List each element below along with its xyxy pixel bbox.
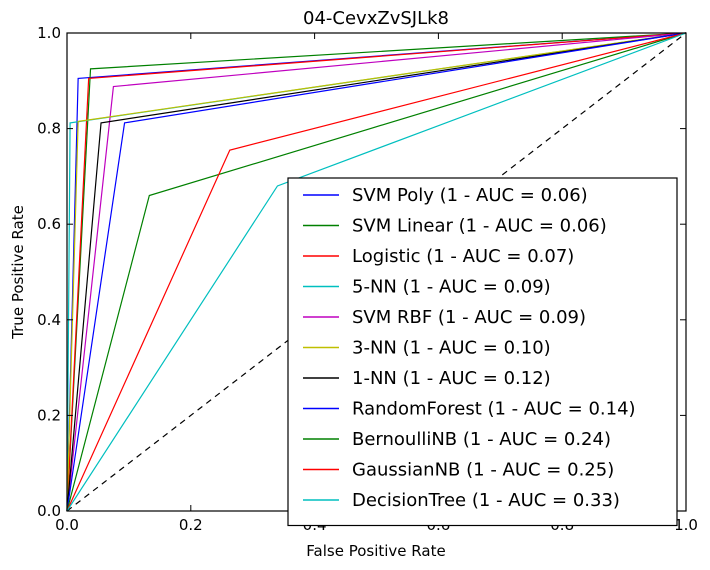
y-axis-label: True Positive Rate <box>9 205 27 340</box>
x-tick-label: 1.0 <box>674 516 698 534</box>
y-tick-label: 0.2 <box>37 406 61 424</box>
legend-entry-2: Logistic (1 - AUC = 0.07) <box>352 246 574 267</box>
series-line-10 <box>66 32 687 512</box>
y-tick-label: 0.6 <box>37 215 61 233</box>
legend-entry-4: SVM RBF (1 - AUC = 0.09) <box>352 307 586 328</box>
chance-diagonal-line <box>66 32 687 512</box>
series-line-6 <box>66 32 687 512</box>
legend: SVM Poly (1 - AUC = 0.06) SVM Linear (1 -… <box>287 177 678 527</box>
legend-entry-3: 5-NN (1 - AUC = 0.09) <box>352 277 551 298</box>
series-line-5 <box>66 32 687 512</box>
y-tick-label: 0.4 <box>37 311 61 329</box>
x-axis-label: False Positive Rate <box>306 542 445 560</box>
y-tick-label: 0.8 <box>37 120 61 138</box>
series-line-2 <box>66 32 687 512</box>
series-line-7 <box>66 32 687 512</box>
legend-entry-10: DecisionTree (1 - AUC = 0.33) <box>352 490 620 511</box>
series-line-4 <box>66 32 687 512</box>
legend-entry-8: BernoulliNB (1 - AUC = 0.24) <box>352 429 611 450</box>
legend-entry-6: 1-NN (1 - AUC = 0.12) <box>352 368 551 389</box>
series-line-9 <box>66 32 687 512</box>
x-tick-label: 0.2 <box>179 516 203 534</box>
legend-box <box>287 177 678 527</box>
series-line-8 <box>66 32 687 512</box>
y-tick-label: 1.0 <box>37 24 61 42</box>
legend-entry-7: RandomForest (1 - AUC = 0.14) <box>352 399 636 420</box>
legend-entry-5: 3-NN (1 - AUC = 0.10) <box>352 338 551 359</box>
chart-title: 04-CevxZvSJLk8 <box>303 8 449 29</box>
legend-entry-0: SVM Poly (1 - AUC = 0.06) <box>352 185 588 206</box>
x-tick-label: 0.0 <box>55 516 79 534</box>
legend-entry-1: SVM Linear (1 - AUC = 0.06) <box>352 216 607 237</box>
y-tick-label: 0.0 <box>37 502 61 520</box>
legend-entry-9: GaussianNB (1 - AUC = 0.25) <box>352 460 614 481</box>
